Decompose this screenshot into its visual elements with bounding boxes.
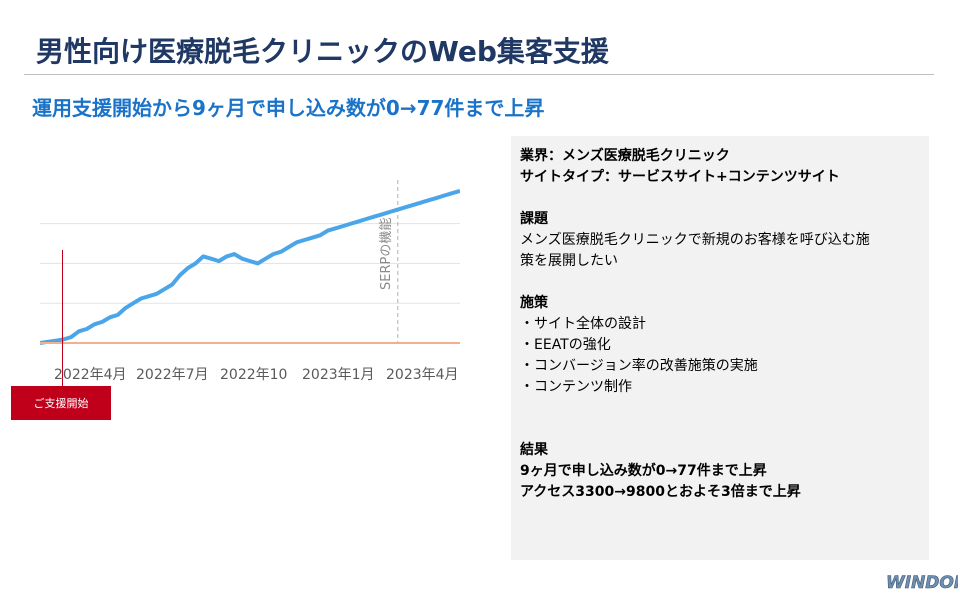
annotation-label: SERPの機能 [379, 218, 394, 290]
site-type-text: サイトタイプ：サービスサイト+コンテンツサイト [520, 169, 840, 185]
title-divider [24, 74, 934, 75]
x-tick-label: 2023年1月 [302, 367, 375, 383]
measures-heading: 施策 [520, 295, 548, 311]
x-tick-label: 2023年4月 [386, 367, 459, 383]
x-tick-label: 2022年10 [220, 367, 287, 383]
case-summary-panel: 業界：メンズ医療脱毛クリニック サイトタイプ：サービスサイト+コンテンツサイト … [511, 136, 929, 560]
issue-line: メンズ医療脱毛クリニックで新規のお客様を呼び込む施 [520, 232, 870, 248]
result-line: 9ヶ月で申し込み数が0→77件まで上昇 [520, 463, 767, 479]
measure-item: ・コンバージョン率の改善施策の実施 [520, 358, 758, 374]
x-tick-label: 2022年7月 [136, 367, 209, 383]
windom-logo: WINDOM [882, 566, 960, 596]
support-start-marker-line [62, 250, 63, 390]
issue-heading: 課題 [520, 211, 548, 227]
result-line: アクセス3300→9800とおよそ3倍まで上昇 [520, 484, 801, 500]
series-line-main [40, 188, 460, 345]
industry-text: 業界：メンズ医療脱毛クリニック [520, 148, 730, 164]
issue-line: 策を展開したい [520, 253, 618, 269]
measure-item: ・サイト全体の設計 [520, 316, 646, 332]
page-title: 男性向け医療脱毛クリニックのWeb集客支援 [36, 35, 609, 68]
x-tick-label: 2022年4月 [54, 367, 127, 383]
traffic-line-chart: SERPの機能 2022年4月 2022年7月 2022年10 2023年1月 2023年… [40, 150, 460, 390]
chart-svg: SERPの機能 2022年4月 2022年7月 2022年10 2023年1月 2023年… [40, 180, 460, 383]
measure-item: ・EEATの強化 [520, 337, 611, 353]
measure-item: ・コンテンツ制作 [520, 379, 632, 395]
svg-text:WINDOM: WINDOM [886, 573, 958, 593]
result-heading: 結果 [520, 442, 548, 458]
page-subtitle: 運用支援開始から9ヶ月で申し込み数が0→77件まで上昇 [32, 96, 545, 120]
support-start-label: ご支援開始 [11, 386, 111, 420]
